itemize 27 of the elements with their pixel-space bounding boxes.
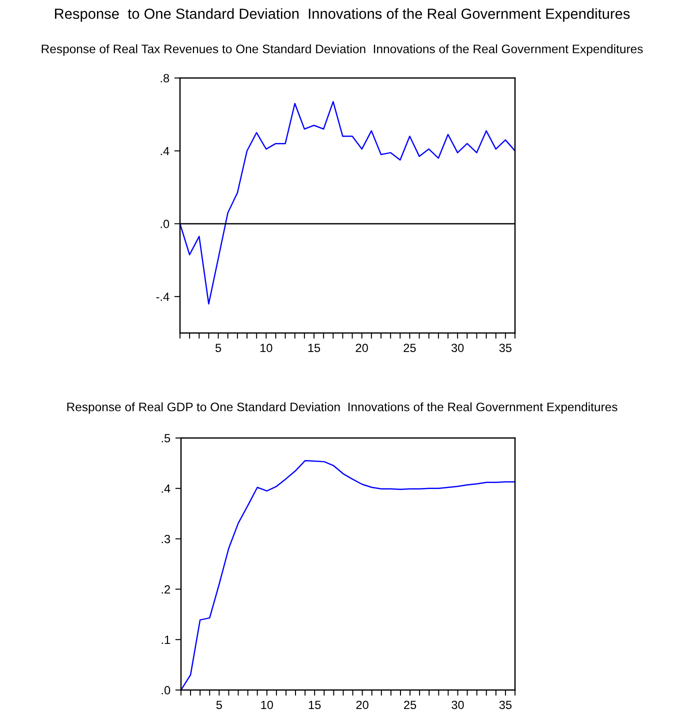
x-tick-label: 25 xyxy=(404,344,416,352)
y-tick-label: .4 xyxy=(162,484,170,493)
x-tick-label: 15 xyxy=(308,344,320,352)
y-tick-label: .8 xyxy=(160,74,170,82)
y-tick-label: .2 xyxy=(162,585,170,594)
x-tick-label: 20 xyxy=(356,344,368,352)
x-tick-label: 25 xyxy=(404,700,416,710)
chart-subtitle: Response of Real Tax Revenues to One Standard Deviation Innovations of the Real Government Expenditures xyxy=(42,44,643,56)
x-tick-label: 5 xyxy=(215,344,222,352)
chart-subtitle: Response of Real GDP to One Standard Deviation Innovations of the Real Government Expenditures xyxy=(67,402,618,414)
y-tick-label: .3 xyxy=(162,534,170,544)
y-tick-label: .1 xyxy=(162,636,170,644)
x-tick-label: 30 xyxy=(451,344,464,352)
x-tick-label: 5 xyxy=(216,700,222,710)
x-tick-label: 20 xyxy=(356,700,368,710)
x-tick-label: 35 xyxy=(499,700,512,710)
x-tick-label: 10 xyxy=(261,700,273,710)
x-tick-label: 30 xyxy=(452,700,464,710)
y-tick-label: .0 xyxy=(162,686,170,694)
y-tick-label: .4 xyxy=(160,147,170,156)
y-tick-label: .0 xyxy=(160,220,170,228)
y-tick-label: .5 xyxy=(162,434,170,442)
chart-title: Response to One Standard Deviation Innovations of the Real Government Expenditures xyxy=(55,8,630,22)
x-tick-label: 10 xyxy=(260,344,272,352)
x-tick-label: 35 xyxy=(499,344,512,352)
x-tick-label: 15 xyxy=(308,700,321,710)
y-tick-label: -.4 xyxy=(156,292,170,301)
